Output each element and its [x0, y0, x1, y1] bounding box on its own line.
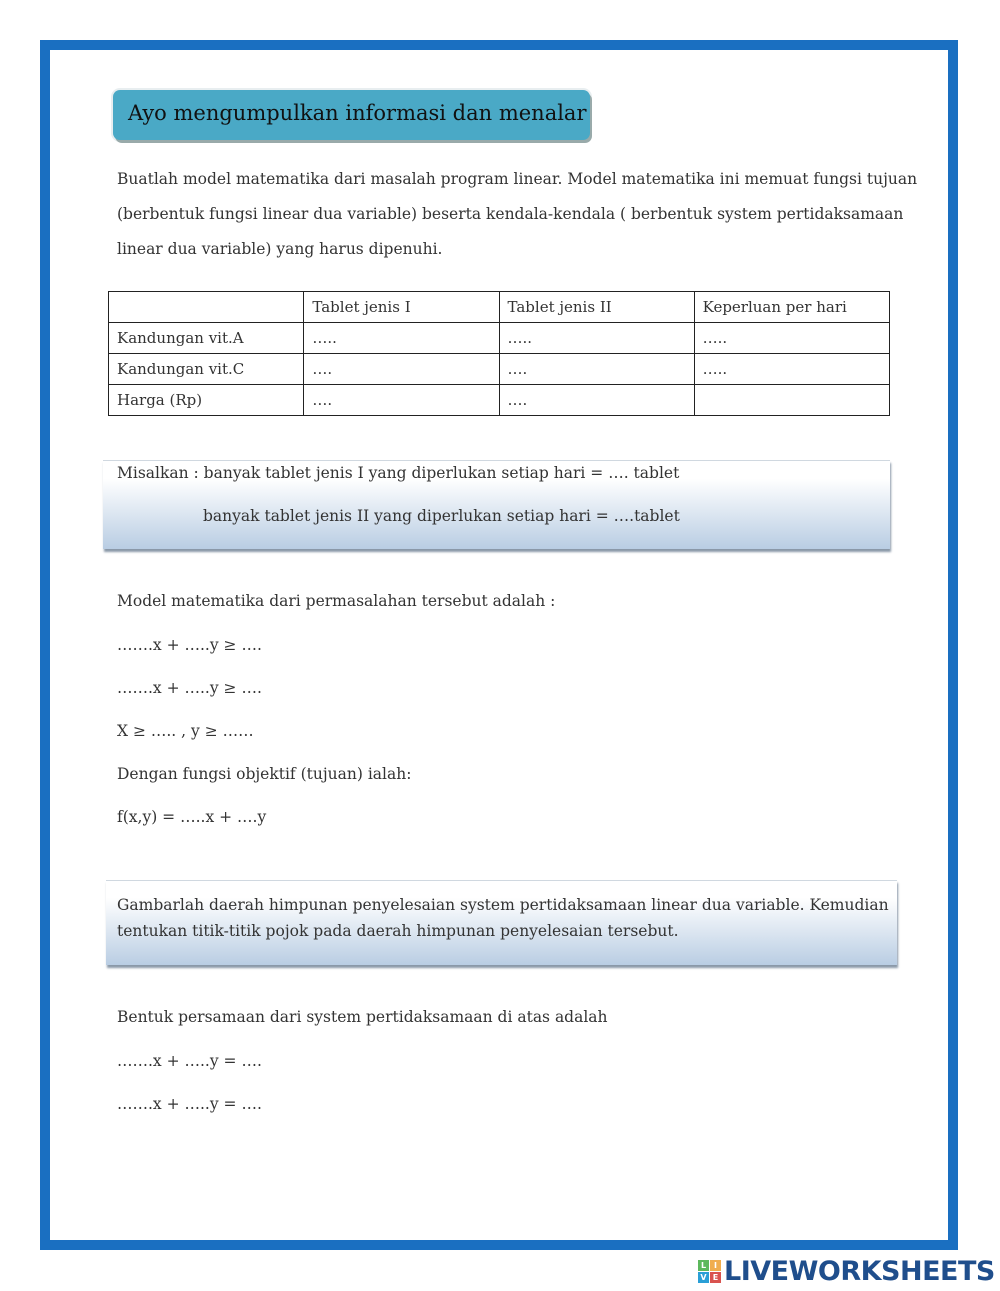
answer-cell[interactable]: ….	[303, 353, 500, 385]
header-cell	[107, 291, 305, 323]
objective-function[interactable]: f(x,y) = …..x + ….y	[117, 808, 267, 826]
row-label: Harga (Rp)	[107, 384, 305, 416]
answer-cell[interactable]: …..	[693, 322, 891, 354]
objective-label: Dengan fungsi objektif (tujuan) ialah:	[117, 765, 412, 783]
answer-cell[interactable]: …..	[693, 353, 891, 385]
table-row: Kandungan vit.A ….. ….. …..	[107, 322, 891, 354]
answer-cell[interactable]: ….	[303, 384, 500, 416]
bentuk-title: Bentuk persamaan dari system pertidaksam…	[117, 1008, 608, 1026]
instruction-line: tentukan titik-titik pojok pada daerah h…	[117, 922, 679, 940]
constraint-line[interactable]: …….x + …..y ≥ ….	[117, 636, 262, 654]
table-row: Harga (Rp) …. ….	[107, 384, 891, 416]
table-header-row: Tablet jenis I Tablet jenis II Keperluan…	[107, 291, 891, 323]
row-label: Kandungan vit.C	[107, 353, 305, 385]
header-cell: Tablet jenis I	[303, 291, 500, 323]
heading-text: Ayo mengumpulkan informasi dan menalar	[128, 101, 587, 125]
misalkan-line: Misalkan : banyak tablet jenis I yang di…	[117, 464, 680, 482]
equation-line[interactable]: …….x + …..y = ….	[117, 1095, 262, 1113]
misalkan-box: Misalkan : banyak tablet jenis I yang di…	[103, 460, 890, 549]
answer-cell[interactable]: …..	[303, 322, 500, 354]
answer-cell[interactable]: ….	[498, 353, 695, 385]
answer-cell[interactable]: …..	[498, 322, 695, 354]
instruction-box: Gambarlah daerah himpunan penyelesaian s…	[106, 880, 897, 965]
header-cell: Keperluan per hari	[693, 291, 891, 323]
intro-line: Buatlah model matematika dari masalah pr…	[117, 170, 918, 188]
section-heading: Ayo mengumpulkan informasi dan menalar	[113, 90, 590, 140]
instruction-line: Gambarlah daerah himpunan penyelesaian s…	[117, 896, 889, 914]
header-cell: Tablet jenis II	[498, 291, 695, 323]
vitamin-table: Tablet jenis I Tablet jenis II Keperluan…	[107, 291, 891, 416]
constraint-line[interactable]: …….x + …..y ≥ ….	[117, 679, 262, 697]
page-frame	[40, 40, 958, 1250]
logo-text: LIVEWORKSHEETS	[724, 1256, 995, 1287]
table-row: Kandungan vit.C …. …. …..	[107, 353, 891, 385]
misalkan-line: banyak tablet jenis II yang diperlukan s…	[203, 507, 680, 525]
model-title: Model matematika dari permasalahan terse…	[117, 592, 556, 610]
row-label: Kandungan vit.A	[107, 322, 305, 354]
empty-cell	[693, 384, 891, 416]
equation-line[interactable]: …….x + …..y = ….	[117, 1052, 262, 1070]
intro-line: linear dua variable) yang harus dipenuhi…	[117, 240, 443, 258]
answer-cell[interactable]: ….	[498, 384, 695, 416]
intro-line: (berbentuk fungsi linear dua variable) b…	[117, 205, 904, 223]
constraint-line[interactable]: X ≥ ….. , y ≥ ……	[117, 722, 254, 740]
